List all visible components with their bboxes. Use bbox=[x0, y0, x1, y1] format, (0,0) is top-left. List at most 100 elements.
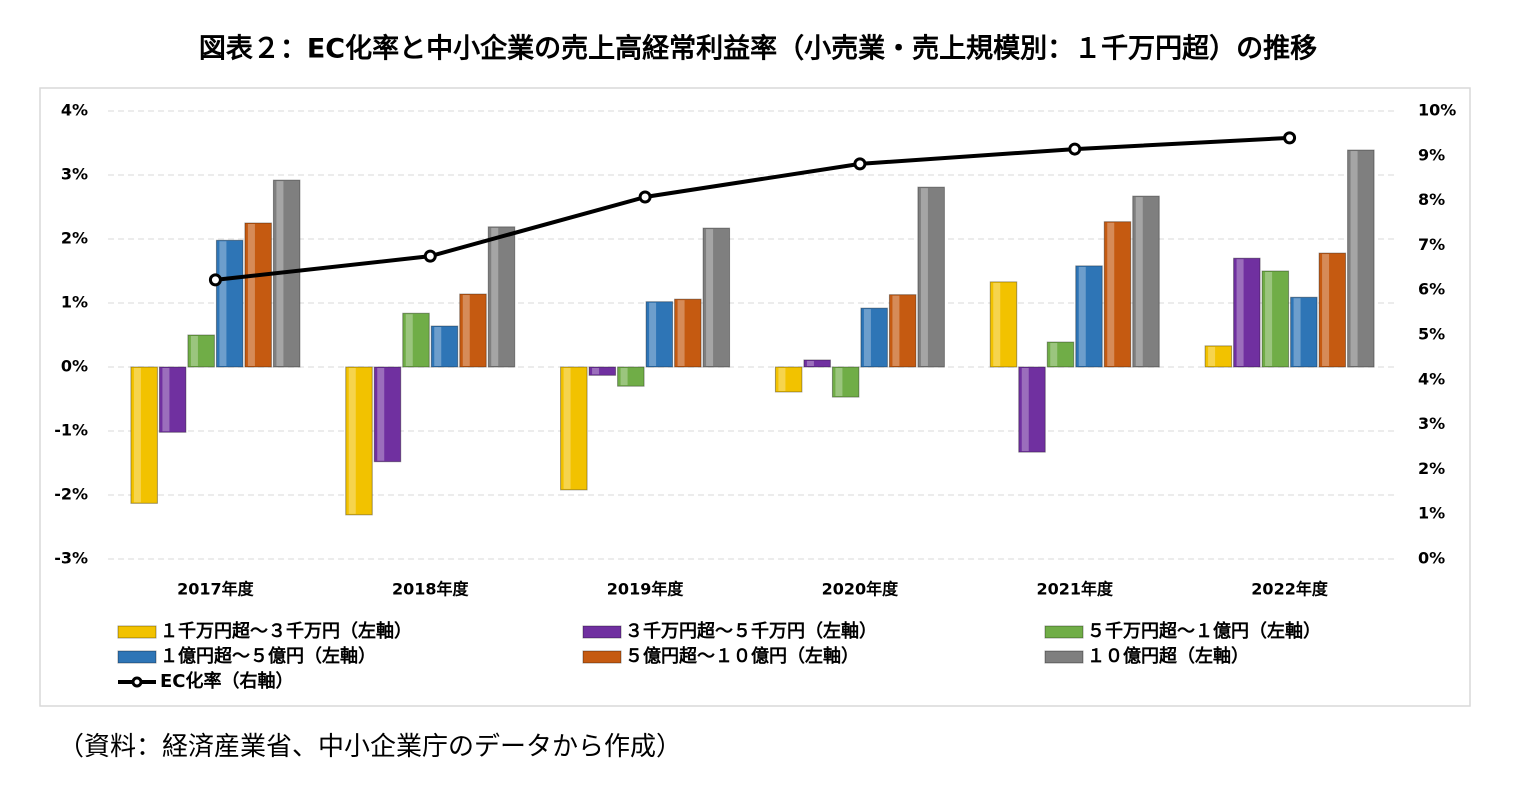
bar bbox=[774, 366, 803, 393]
bar bbox=[373, 366, 402, 463]
bar-shine bbox=[920, 188, 928, 366]
bar bbox=[674, 298, 702, 368]
bar bbox=[187, 334, 215, 368]
bar bbox=[1103, 221, 1132, 368]
bar bbox=[1233, 257, 1261, 368]
bar bbox=[645, 301, 674, 368]
bar bbox=[917, 186, 945, 368]
line-marker bbox=[853, 157, 867, 171]
y-tick-label: -1% bbox=[54, 421, 88, 440]
bar bbox=[215, 239, 244, 368]
bar-shine bbox=[677, 300, 685, 366]
source-note: （資料：経済産業省、中小企業庁のデータから作成） bbox=[58, 732, 682, 762]
bar bbox=[402, 312, 430, 368]
bar bbox=[158, 366, 187, 433]
bar bbox=[1132, 195, 1160, 368]
y2-tick-label: 0% bbox=[1418, 549, 1445, 568]
line-marker bbox=[1068, 142, 1082, 156]
bar-shine bbox=[348, 368, 356, 514]
x-tick-label: 2019年度 bbox=[607, 580, 685, 599]
bar-shine bbox=[1208, 346, 1216, 366]
bar-shine bbox=[863, 309, 871, 366]
bar-shine bbox=[1050, 343, 1058, 366]
bar bbox=[560, 366, 588, 491]
bar-shine bbox=[247, 224, 255, 366]
bar-shine bbox=[778, 368, 786, 391]
legend-swatch bbox=[582, 625, 622, 639]
y-tick-label: 3% bbox=[61, 165, 88, 184]
bar-shine bbox=[592, 368, 600, 375]
y2-tick-label: 10% bbox=[1418, 101, 1456, 120]
legend-swatch bbox=[1044, 650, 1084, 664]
bar bbox=[1290, 296, 1318, 368]
bar-shine bbox=[1135, 197, 1143, 366]
legend-swatch bbox=[582, 650, 622, 664]
bar bbox=[803, 359, 831, 368]
bar-shine bbox=[1265, 272, 1273, 366]
bar-shine bbox=[491, 227, 499, 366]
bar bbox=[1204, 345, 1233, 368]
bar bbox=[888, 294, 917, 368]
y-tick-label: 2% bbox=[61, 229, 88, 248]
y2-tick-label: 8% bbox=[1418, 190, 1445, 209]
y2-tick-label: 9% bbox=[1418, 145, 1445, 164]
bar bbox=[345, 366, 373, 516]
bar-shine bbox=[219, 241, 227, 366]
line-marker bbox=[208, 273, 222, 287]
y2-tick-label: 7% bbox=[1418, 235, 1445, 254]
bar-shine bbox=[1236, 259, 1244, 366]
bar-shine bbox=[649, 302, 657, 366]
legend-swatch bbox=[117, 650, 157, 664]
y2-tick-label: 4% bbox=[1418, 369, 1445, 388]
y2-tick-label: 3% bbox=[1418, 414, 1445, 433]
bar bbox=[487, 226, 516, 368]
bar-shine bbox=[892, 295, 900, 366]
bar bbox=[1261, 270, 1290, 368]
x-tick-label: 2022年度 bbox=[1251, 580, 1329, 599]
bar bbox=[860, 307, 888, 368]
legend-marker bbox=[131, 676, 143, 688]
y2-tick-label: 2% bbox=[1418, 459, 1445, 478]
line-marker bbox=[1283, 131, 1297, 145]
y2-tick-label: 6% bbox=[1418, 280, 1445, 299]
y-tick-label: 4% bbox=[61, 101, 88, 120]
bar-shine bbox=[563, 368, 571, 489]
bar bbox=[588, 366, 617, 376]
bar bbox=[702, 227, 731, 368]
line-marker bbox=[423, 249, 437, 263]
x-tick-label: 2018年度 bbox=[392, 580, 470, 599]
bar bbox=[1318, 252, 1347, 368]
bar bbox=[989, 281, 1018, 368]
bar bbox=[459, 293, 487, 368]
bar bbox=[130, 366, 158, 504]
legend-swatch bbox=[117, 625, 157, 639]
bar bbox=[430, 325, 459, 368]
bar-shine bbox=[405, 314, 413, 366]
bar-shine bbox=[1107, 222, 1115, 366]
bar bbox=[1046, 341, 1075, 368]
y2-tick-label: 1% bbox=[1418, 504, 1445, 523]
bar-shine bbox=[706, 229, 714, 366]
bar-shine bbox=[1293, 298, 1301, 366]
legend-swatch bbox=[1044, 625, 1084, 639]
bar-shine bbox=[993, 282, 1001, 366]
y-tick-label: 0% bbox=[61, 357, 88, 376]
bar-shine bbox=[1350, 151, 1358, 366]
bar bbox=[1347, 149, 1375, 368]
y-tick-label: -2% bbox=[54, 485, 88, 504]
legend-label: EC化率（右軸） bbox=[160, 670, 294, 692]
bar-shine bbox=[806, 360, 814, 366]
y-tick-label: -3% bbox=[54, 549, 88, 568]
legend-label: ５億円超～１０億円（左軸） bbox=[625, 645, 859, 667]
line-marker bbox=[638, 190, 652, 204]
bar bbox=[244, 222, 272, 368]
bar-shine bbox=[835, 368, 843, 397]
legend-label: １億円超～５億円（左軸） bbox=[160, 645, 376, 667]
x-tick-label: 2017年度 bbox=[177, 580, 255, 599]
bar bbox=[1075, 265, 1103, 368]
bar-shine bbox=[133, 368, 141, 503]
bar-shine bbox=[1021, 368, 1029, 452]
bar-shine bbox=[377, 368, 385, 461]
bar bbox=[617, 366, 645, 387]
bar-shine bbox=[462, 295, 470, 366]
